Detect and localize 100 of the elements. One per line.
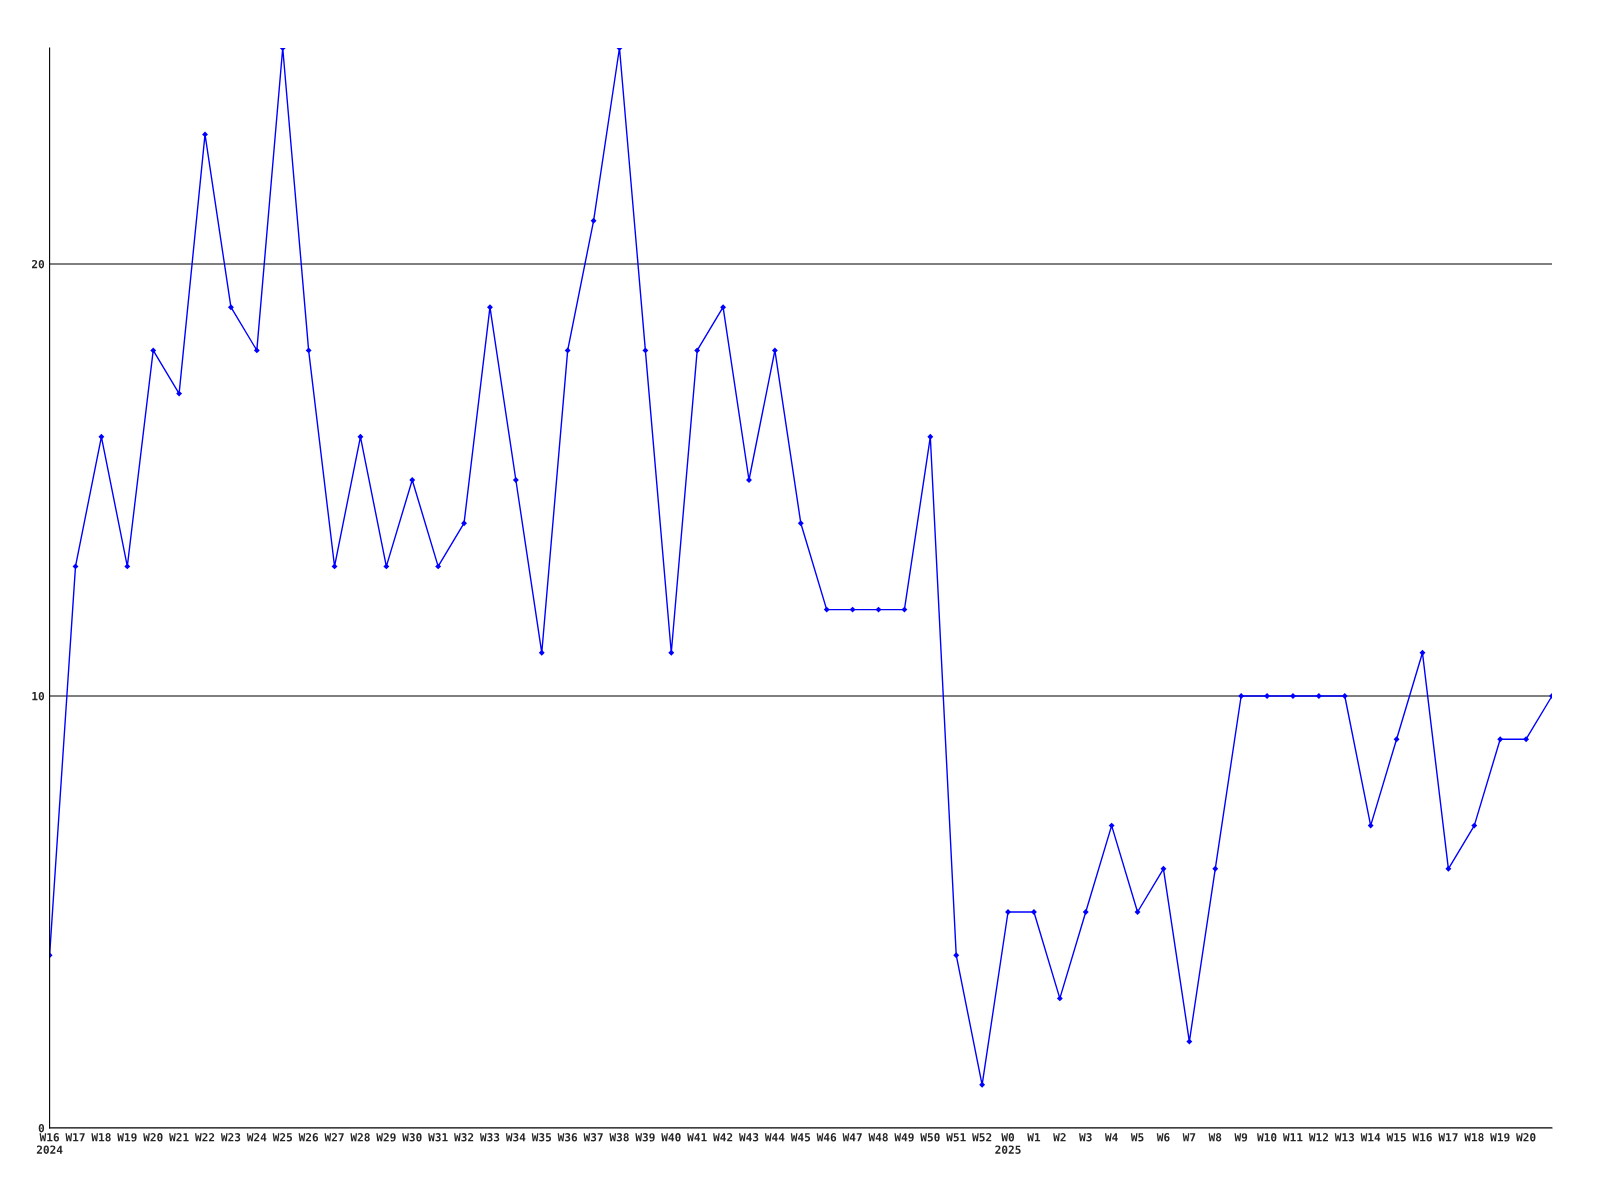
point xyxy=(98,433,105,440)
point xyxy=(72,563,79,570)
point xyxy=(1160,865,1167,872)
point xyxy=(564,347,571,354)
point xyxy=(124,563,131,570)
point xyxy=(227,304,234,311)
x-tick-label: W45 xyxy=(790,1133,811,1142)
x-tick-label: W4 xyxy=(1104,1133,1118,1142)
point xyxy=(668,649,675,656)
x-tick-label: W9 xyxy=(1234,1133,1248,1142)
point xyxy=(1471,822,1478,829)
point xyxy=(1393,736,1400,743)
x-tick-label: W44 xyxy=(764,1133,785,1142)
point xyxy=(694,347,701,354)
x-tick-label: W12 xyxy=(1308,1133,1328,1142)
point xyxy=(176,390,183,397)
x-tick-label: W15 xyxy=(1386,1133,1406,1142)
point xyxy=(150,347,157,354)
y-tick-label: 0 xyxy=(38,1123,45,1133)
point xyxy=(1186,1038,1193,1045)
point xyxy=(1030,909,1037,915)
x-tick-label: W20 xyxy=(143,1133,163,1142)
x-tick-label: W25 xyxy=(272,1133,293,1142)
x-tick-label: W8 xyxy=(1208,1133,1222,1142)
x-tick-label: W37 xyxy=(583,1133,603,1142)
x-tick-label: W16 xyxy=(1412,1133,1432,1142)
point xyxy=(1523,736,1530,743)
y-tick-label: 20 xyxy=(31,259,45,269)
x-tick-label: W0 2025 xyxy=(995,1133,1021,1154)
point xyxy=(331,563,338,570)
x-tick-label: W1 xyxy=(1027,1133,1041,1142)
point xyxy=(253,347,260,354)
x-tick-label: W34 xyxy=(505,1133,526,1142)
x-tick-label: W33 xyxy=(479,1133,500,1142)
x-tick-label: W30 xyxy=(402,1133,422,1142)
x-tick-label: W3 xyxy=(1079,1133,1092,1142)
x-tick-label: W40 xyxy=(661,1133,681,1142)
point xyxy=(409,477,416,483)
x-tick-label: W18 xyxy=(91,1133,111,1142)
point xyxy=(927,433,934,440)
x-tick-label: W26 xyxy=(298,1133,319,1142)
point xyxy=(487,304,493,311)
point xyxy=(875,606,882,613)
x-tick-label: W38 xyxy=(609,1133,629,1142)
x-tick-label: W51 xyxy=(946,1133,966,1142)
x-tick-label: W19 xyxy=(117,1133,137,1142)
point xyxy=(823,606,830,613)
x-tick-label: W24 xyxy=(246,1133,267,1142)
point xyxy=(1082,909,1089,915)
x-tick-label: W14 xyxy=(1360,1133,1381,1142)
x-tick-label: W46 xyxy=(816,1133,837,1142)
x-tick-label: W22 xyxy=(194,1133,215,1142)
point xyxy=(1367,822,1374,829)
y-tick-label: 10 xyxy=(32,691,45,701)
point xyxy=(590,217,597,224)
x-tick-label: W27 xyxy=(324,1133,344,1142)
x-tick-label: W48 xyxy=(868,1133,888,1142)
x-tick-label: W35 xyxy=(531,1133,552,1142)
point xyxy=(202,131,208,138)
point xyxy=(1445,865,1452,872)
point xyxy=(1238,693,1245,699)
x-tick-label: W16 2024 xyxy=(36,1133,63,1154)
point xyxy=(720,304,727,311)
x-tick-label: W49 xyxy=(894,1133,914,1142)
x-tick-label: W32 xyxy=(454,1133,474,1142)
x-tick-label: W13 xyxy=(1334,1133,1355,1142)
x-tick-label: W2 xyxy=(1053,1133,1066,1142)
x-tick-label: W52 xyxy=(972,1133,992,1142)
x-tick-label: W18 xyxy=(1464,1133,1484,1142)
point xyxy=(1056,995,1063,1002)
x-tick-label: W29 xyxy=(376,1133,396,1142)
point xyxy=(979,1081,986,1088)
x-tick-label: W5 xyxy=(1130,1133,1144,1142)
point xyxy=(1134,909,1141,915)
x-tick-label: W39 xyxy=(635,1133,655,1142)
x-tick-label: W47 xyxy=(842,1133,862,1142)
x-tick-label: W20 xyxy=(1516,1133,1536,1142)
x-tick-label: W6 xyxy=(1156,1133,1170,1142)
point xyxy=(1419,649,1426,656)
x-tick-label: W7 xyxy=(1182,1133,1196,1142)
point xyxy=(512,477,519,483)
x-tick-label: W17 xyxy=(1438,1133,1458,1142)
x-tick-label: W17 xyxy=(65,1133,85,1142)
x-tick-label: W42 xyxy=(713,1133,733,1142)
x-tick-label: W28 xyxy=(350,1133,370,1142)
x-tick-label: W11 xyxy=(1282,1133,1303,1142)
x-tick-label: W43 xyxy=(738,1133,759,1142)
point xyxy=(1315,693,1322,699)
x-tick-label: W41 xyxy=(687,1133,707,1142)
x-tick-label: W50 xyxy=(920,1133,940,1142)
x-tick-label: W10 xyxy=(1257,1133,1277,1142)
x-tick-label: W36 xyxy=(557,1133,578,1142)
point xyxy=(357,433,364,440)
x-tick-label: W19 xyxy=(1490,1133,1510,1142)
point xyxy=(435,563,442,570)
point xyxy=(1341,693,1348,699)
point xyxy=(771,347,778,354)
x-tick-label: W21 xyxy=(169,1133,189,1142)
x-tick-label: W23 xyxy=(220,1133,241,1142)
point xyxy=(461,520,467,527)
